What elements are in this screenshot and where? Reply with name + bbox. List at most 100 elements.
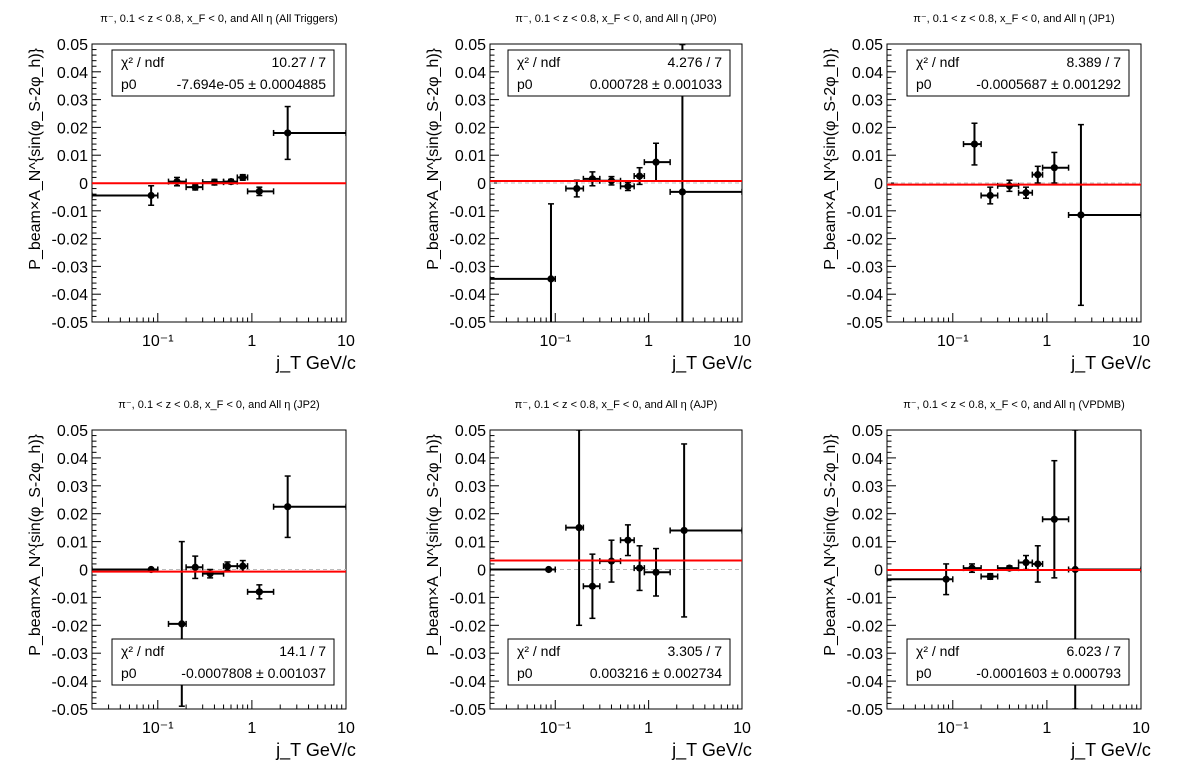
y-tick-label: -0.03 — [450, 259, 487, 276]
data-layer — [490, 44, 742, 322]
data-point-2 — [980, 186, 999, 205]
y-tick-label: 0.05 — [57, 423, 88, 440]
data-point-6 — [633, 166, 646, 186]
data-marker — [547, 275, 555, 283]
y-axis-label: P_beam×A_N^{sin(φ_S-2φ_h)} — [425, 47, 442, 269]
y-tick-label: -0.03 — [450, 646, 487, 663]
y-tick-label: -0.01 — [52, 204, 89, 221]
x-tick-label: 10⁻¹ — [937, 720, 969, 737]
data-marker — [239, 173, 247, 182]
fit-stats-box: χ² / ndf 8.389 / 7 p0 -0.0005687 ± 0.001292 — [906, 49, 1130, 97]
data-marker — [1077, 211, 1085, 219]
y-tick-label: -0.01 — [52, 590, 89, 607]
y-tick-label: -0.03 — [52, 259, 89, 276]
data-point-8 — [272, 475, 346, 539]
x-tick-label: 1 — [644, 333, 653, 350]
chart-panel-2: π⁻, 0.1 < z < 0.8, x_F < 0, and All η (J… — [425, 13, 752, 374]
fit-stat-label: p0 — [916, 76, 932, 92]
data-marker — [575, 524, 583, 532]
x-axis-label: j_T GeV/c — [1070, 353, 1151, 374]
x-tick-label: 10 — [337, 720, 355, 737]
data-point-7 — [643, 547, 671, 597]
x-tick-label: 10 — [733, 720, 751, 737]
y-tick-label: 0.02 — [57, 120, 88, 137]
y-tick-label: 0 — [477, 176, 486, 193]
data-point-3 — [582, 171, 601, 187]
y-tick-label: 0.02 — [455, 120, 486, 137]
fit-stat-value: -0.0007808 ± 0.001037 — [181, 665, 326, 681]
y-tick-label: -0.02 — [847, 618, 884, 635]
y-tick-label: 0.01 — [852, 148, 883, 165]
data-point-1 — [962, 122, 982, 166]
data-point-8 — [669, 443, 742, 618]
data-point-3 — [582, 553, 601, 620]
data-point-1 — [92, 185, 159, 206]
data-layer — [490, 430, 742, 627]
x-axis-label: j_T GeV/c — [275, 353, 356, 374]
fit-stat-value: 3.305 / 7 — [668, 643, 723, 659]
data-point-4 — [1017, 186, 1034, 200]
y-tick-label: -0.04 — [52, 674, 89, 691]
data-marker — [680, 526, 688, 535]
data-point-1 — [490, 203, 557, 322]
y-tick-label: 0 — [874, 563, 883, 580]
data-point-3 — [996, 179, 1020, 193]
fit-stat-value: 0.000728 ± 0.001033 — [590, 76, 722, 92]
chart-title: π⁻, 0.1 < z < 0.8, x_F < 0, and All η (J… — [515, 13, 716, 25]
y-tick-label: 0.02 — [455, 507, 486, 524]
fit-stat-label: χ² / ndf — [517, 54, 560, 70]
data-point-5 — [619, 524, 635, 557]
data-marker — [635, 172, 644, 180]
data-marker — [255, 588, 263, 596]
data-point-7 — [643, 142, 671, 182]
y-tick-label: -0.01 — [847, 590, 884, 607]
data-point-3 — [980, 572, 999, 581]
y-tick-label: 0.03 — [57, 93, 88, 110]
fit-stat-label: p0 — [121, 76, 137, 92]
chart-panel-4: π⁻, 0.1 < z < 0.8, x_F < 0, and All η (J… — [27, 399, 356, 761]
x-axis-label: j_T GeV/c — [275, 740, 356, 761]
y-tick-label: 0.04 — [455, 65, 486, 82]
x-tick-label: 10⁻¹ — [539, 720, 571, 737]
data-point-2 — [565, 430, 585, 627]
fit-stats-frame — [507, 638, 731, 686]
fit-stats-frame — [906, 49, 1130, 97]
data-point-4 — [201, 178, 225, 186]
data-marker — [191, 563, 199, 571]
y-tick-label: -0.02 — [52, 618, 89, 635]
fit-stat-label: χ² / ndf — [916, 54, 959, 70]
y-tick-label: -0.05 — [450, 315, 487, 332]
data-point-6 — [633, 545, 646, 592]
y-tick-label: 0 — [79, 563, 88, 580]
data-marker — [147, 191, 155, 200]
y-tick-label: -0.04 — [847, 674, 884, 691]
data-point-6 — [236, 173, 249, 182]
data-marker — [284, 503, 292, 511]
data-marker — [1050, 164, 1058, 172]
fit-stat-label: p0 — [121, 665, 137, 681]
y-tick-label: -0.05 — [847, 315, 884, 332]
y-tick-label: -0.02 — [450, 232, 487, 249]
fit-stats-box: χ² / ndf 14.1 / 7 p0 -0.0007808 ± 0.001037 — [111, 638, 335, 686]
y-tick-label: -0.05 — [52, 315, 89, 332]
y-axis-label: P_beam×A_N^{sin(φ_S-2φ_h)} — [822, 47, 839, 269]
data-point-5 — [1017, 554, 1034, 571]
fit-stat-label: p0 — [916, 665, 932, 681]
data-marker — [986, 572, 994, 581]
data-point-1 — [490, 565, 557, 574]
fit-stats-box: χ² / ndf 10.27 / 7 p0 -7.694e-05 ± 0.000488… — [111, 49, 335, 97]
fit-stats-box: χ² / ndf 3.305 / 7 p0 0.003216 ± 0.002734 — [507, 638, 731, 686]
data-point-2 — [565, 179, 585, 198]
y-tick-label: 0.03 — [57, 479, 88, 496]
y-tick-label: 0.02 — [57, 507, 88, 524]
data-marker — [573, 184, 581, 193]
y-tick-label: -0.03 — [52, 646, 89, 663]
data-marker — [986, 191, 994, 200]
data-marker — [284, 129, 292, 137]
fit-stat-value: -0.0001603 ± 0.000793 — [976, 665, 1121, 681]
fit-stat-label: χ² / ndf — [916, 643, 959, 659]
data-point-7 — [1041, 459, 1070, 579]
data-marker — [178, 620, 186, 628]
